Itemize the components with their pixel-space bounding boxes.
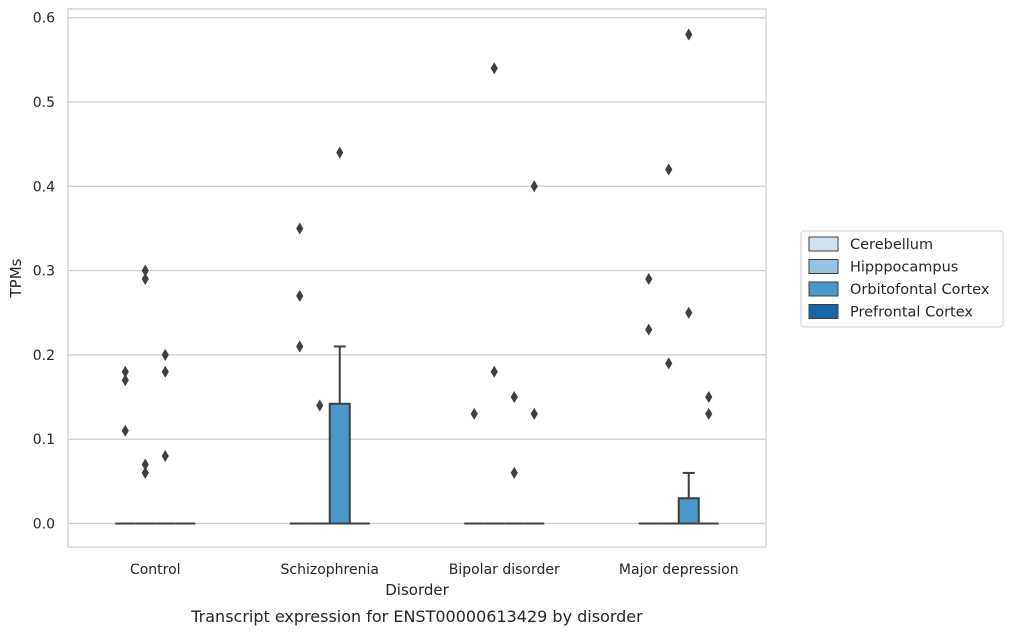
outlier-point [121, 424, 129, 437]
outlier-point [645, 323, 653, 336]
legend-swatch [808, 281, 839, 297]
y-tick-labels: 0.0 0.1 0.2 0.3 0.4 0.5 0.6 [33, 11, 55, 533]
x-tick-labels: Control Schizophrenia Bipolar disorder Majo… [130, 562, 739, 578]
box [328, 402, 351, 525]
boxes-layer [115, 345, 719, 525]
outlier-point [530, 180, 538, 193]
outlier-point [161, 365, 169, 378]
figure-caption: Transcript expression for ENST0000061342… [190, 607, 643, 626]
outlier-point [685, 306, 693, 319]
outlier-point [141, 264, 149, 277]
legend-label: Cerebellum [850, 237, 933, 253]
outlier-point [490, 365, 498, 378]
outlier-point [121, 365, 129, 378]
outlier-point [296, 222, 304, 235]
legend: Cerebellum Hipppocampus Orbitofontal Corte… [800, 230, 1004, 328]
plot-frame [67, 8, 767, 548]
outlier-point [316, 399, 324, 412]
x-tick-label: Bipolar disorder [449, 562, 560, 578]
outlier-point [161, 450, 169, 463]
outlier-point [141, 273, 149, 286]
legend-swatch [808, 236, 839, 252]
outlier-point [510, 391, 518, 404]
outlier-point [645, 273, 653, 286]
outlier-point [141, 458, 149, 471]
outlier-point [141, 466, 149, 479]
outliers-layer [121, 28, 713, 479]
x-tick-label: Major depression [619, 562, 739, 578]
x-tick-label: Control [130, 562, 181, 578]
y-tick-label: 0.4 [33, 179, 55, 195]
outlier-point [530, 407, 538, 420]
outlier-point [665, 357, 673, 370]
plot-background [68, 9, 766, 547]
outlier-point [665, 163, 673, 176]
x-axis-label: Disorder [385, 581, 449, 599]
outlier-point [296, 340, 304, 353]
legend-label: Prefrontal Cortex [850, 305, 973, 321]
y-tick-label: 0.5 [33, 95, 55, 111]
legend-frame [800, 230, 1004, 328]
outlier-point [470, 407, 478, 420]
outlier-point [685, 28, 693, 41]
y-axis-label: TPMs [7, 258, 25, 298]
legend-label: Orbitofontal Cortex [850, 282, 990, 298]
legend-label: Hipppocampus [850, 260, 958, 276]
y-tick-label: 0.1 [33, 432, 55, 448]
outlier-point [296, 289, 304, 302]
outlier-point [336, 146, 344, 159]
box [677, 497, 700, 525]
y-tick-label: 0.3 [33, 264, 55, 280]
outlier-point [705, 407, 713, 420]
y-tick-label: 0.6 [33, 11, 55, 27]
outlier-point [705, 391, 713, 404]
y-tick-label: 0.0 [33, 517, 55, 533]
outlier-point [490, 62, 498, 75]
legend-swatch [808, 259, 839, 274]
outlier-point [121, 374, 129, 387]
y-tick-label: 0.2 [33, 348, 55, 364]
outlier-point [161, 348, 169, 361]
x-tick-label: Schizophrenia [281, 562, 379, 578]
gridlines [68, 17, 766, 525]
legend-swatch [808, 304, 839, 319]
outlier-point [510, 466, 518, 479]
